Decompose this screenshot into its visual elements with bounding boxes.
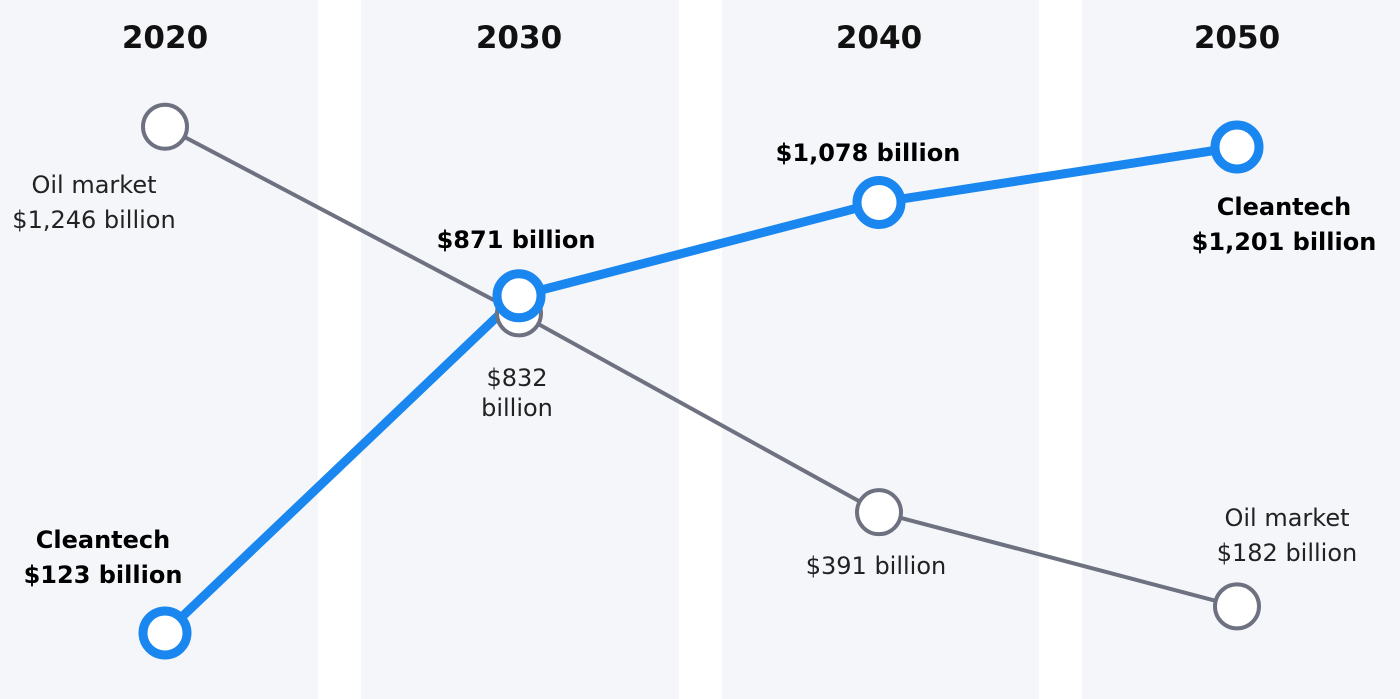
cleantech-data-label-p3-line1: $1,201 billion — [1192, 228, 1377, 256]
oil-market-data-label-p2-line0: $391 billion — [806, 552, 947, 580]
oil-market-point-2040 — [855, 488, 903, 537]
oil-market-data-label-p1-line0: $832 — [486, 364, 547, 392]
year-label-2020: 2020 — [122, 20, 208, 56]
cleantech-data-label-p2-line0: $1,078 billion — [776, 139, 961, 167]
cleantech-data-label-p0-line0: Cleantech — [36, 526, 170, 554]
oil-market-data-label-p1-line1: billion — [481, 394, 553, 422]
column-band-2040 — [722, 0, 1039, 699]
column-band-2050 — [1082, 0, 1400, 699]
year-label-2030: 2030 — [476, 20, 562, 56]
oil-market-data-label-p3-line1: $182 billion — [1217, 539, 1358, 567]
oil-market-data-label-p3-line0: Oil market — [1224, 504, 1349, 532]
oil-market-data-label-p0-line1: $1,246 billion — [12, 206, 175, 234]
cleantech-point-2030 — [492, 269, 546, 323]
cleantech-data-label-p1-line0: $871 billion — [437, 226, 596, 254]
cleantech-line — [160, 142, 1242, 638]
cleantech-point-2050 — [1210, 120, 1264, 174]
cleantech-point-2040 — [852, 175, 906, 229]
oil-market-point-2050 — [1213, 582, 1261, 631]
year-label-2040: 2040 — [836, 20, 922, 56]
cleantech-data-label-p0-line1: $123 billion — [24, 561, 183, 589]
oil-market-point-2020 — [141, 102, 189, 151]
year-label-2050: 2050 — [1194, 20, 1280, 56]
cleantech-point-2020 — [138, 606, 192, 660]
oil-market-line — [163, 124, 1239, 609]
cleantech-data-label-p3-line0: Cleantech — [1217, 193, 1351, 221]
column-band-2030 — [361, 0, 679, 699]
oil-market-data-label-p0-line0: Oil market — [31, 171, 156, 199]
